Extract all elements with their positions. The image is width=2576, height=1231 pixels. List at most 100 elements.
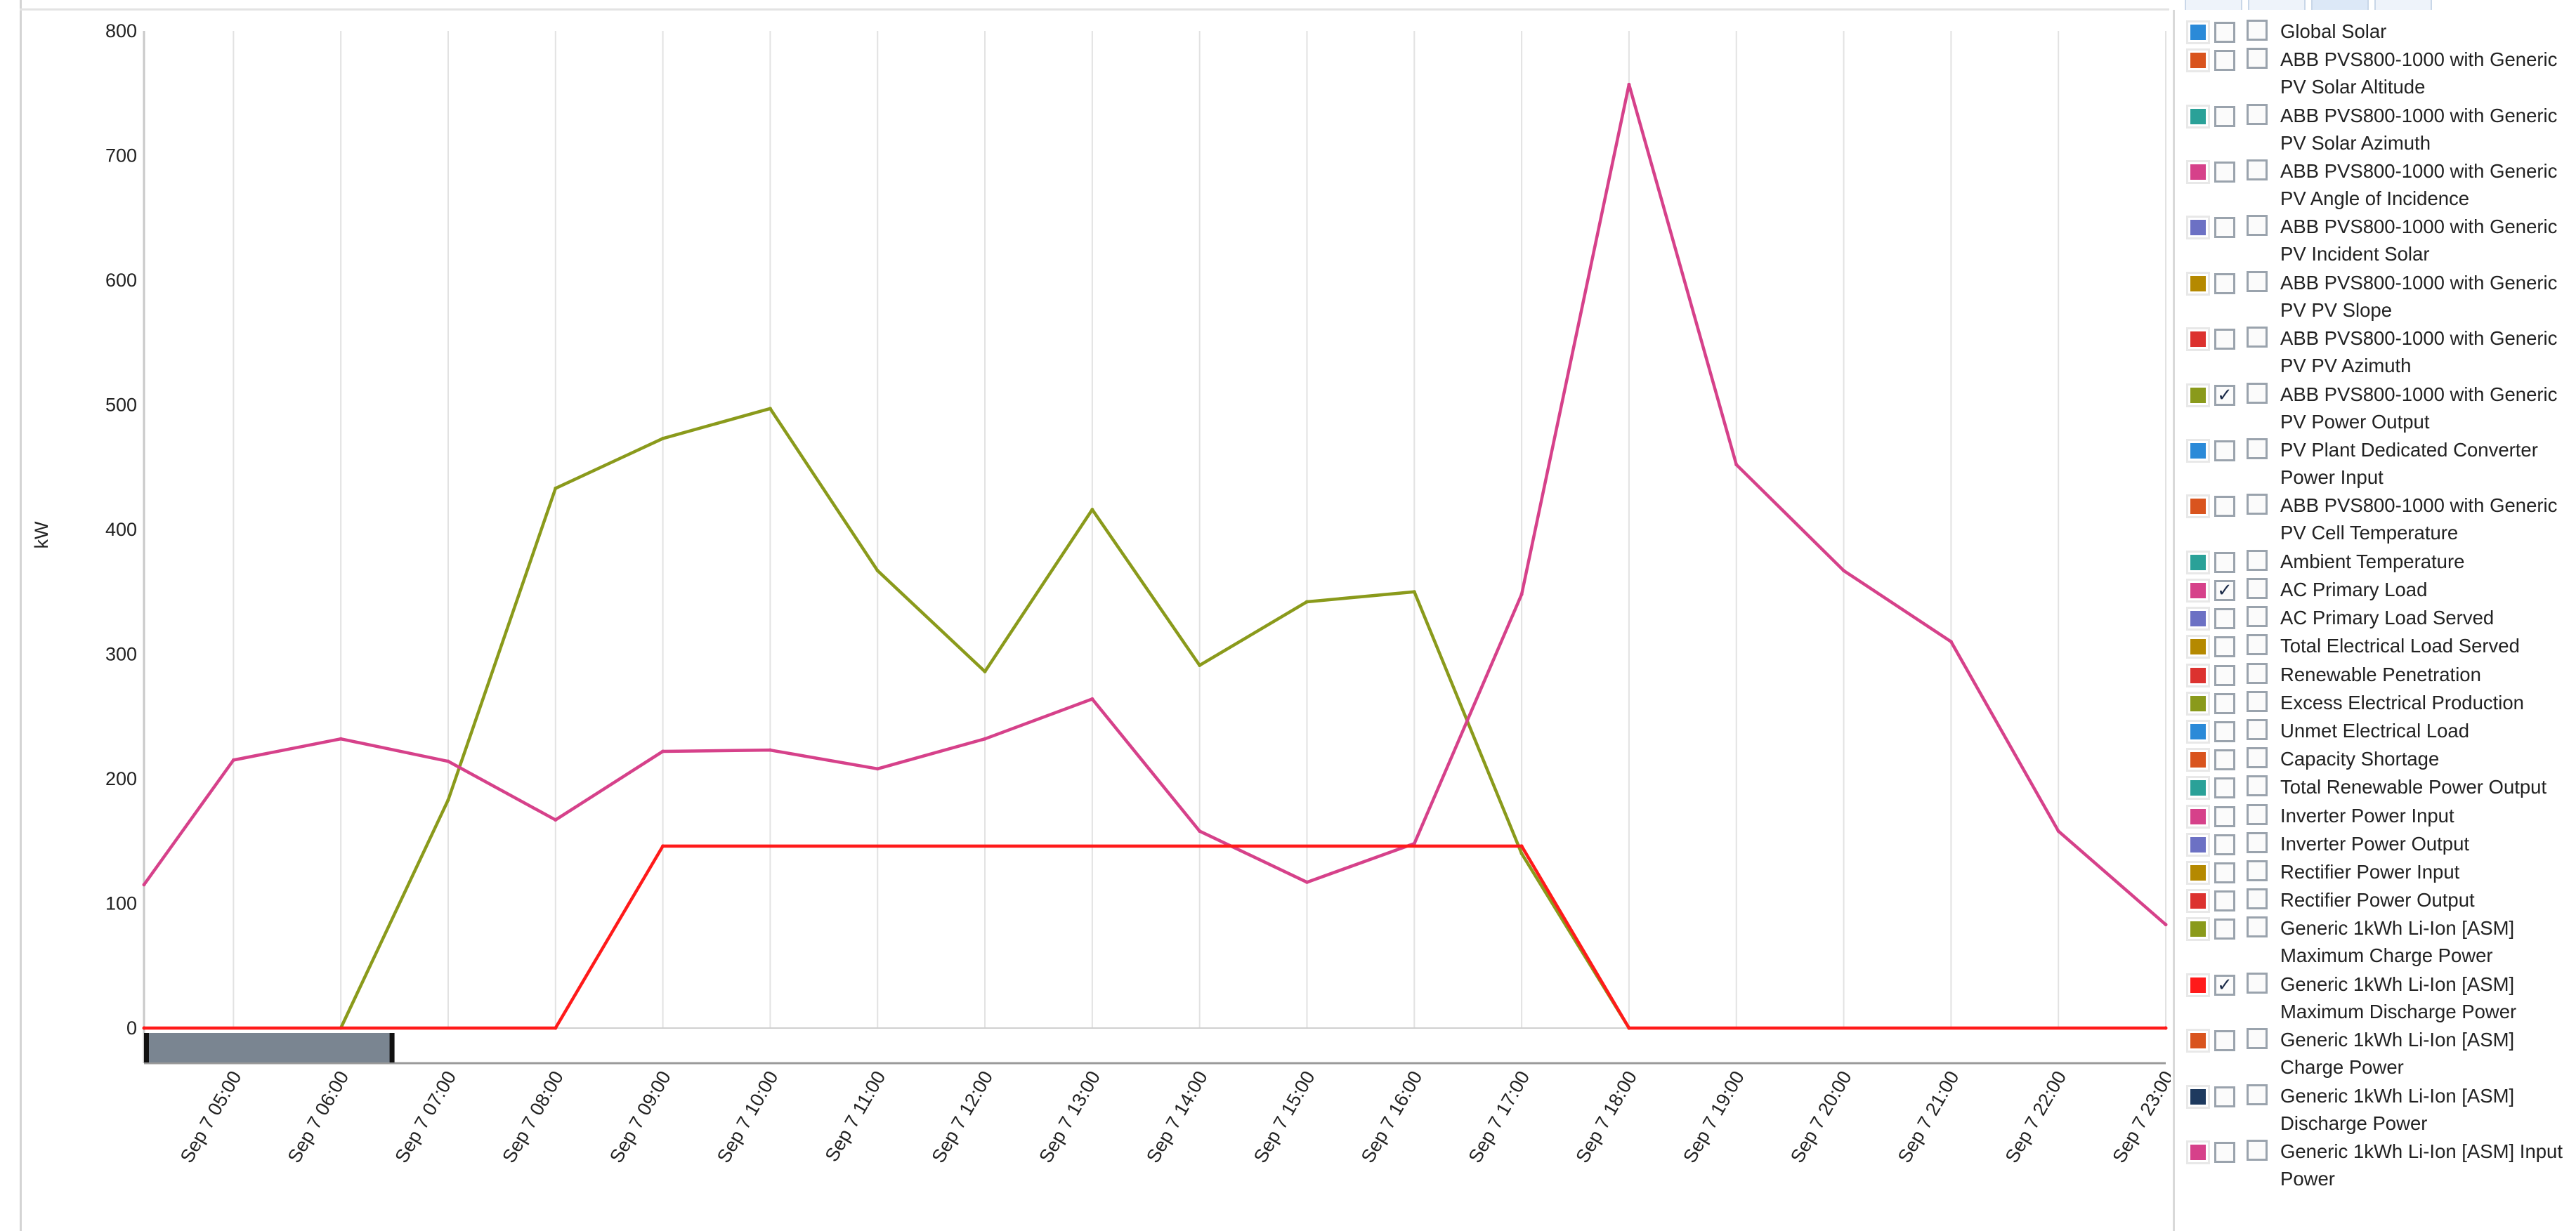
legend-color-swatch[interactable]: [2186, 1029, 2210, 1053]
legend-color-swatch[interactable]: [2186, 832, 2210, 857]
legend-secondary-checkbox[interactable]: [2247, 494, 2268, 515]
legend-show-checkbox[interactable]: [2214, 440, 2235, 461]
legend-secondary-checkbox[interactable]: [2247, 215, 2268, 237]
legend-show-checkbox[interactable]: ✓: [2214, 580, 2235, 601]
legend-show-checkbox[interactable]: [2214, 1030, 2235, 1052]
legend-secondary-checkbox[interactable]: [2247, 438, 2268, 459]
legend-item[interactable]: Total Electrical Load Served: [2178, 634, 2576, 662]
range-slider-handle-left[interactable]: [144, 1033, 149, 1062]
legend-item[interactable]: ABB PVS800-1000 with Generic PV Solar Az…: [2178, 103, 2576, 159]
legend-color-swatch[interactable]: [2186, 776, 2210, 801]
legend-color-swatch[interactable]: [2186, 216, 2210, 240]
legend-color-swatch[interactable]: [2186, 439, 2210, 463]
legend-show-checkbox[interactable]: [2214, 496, 2235, 518]
legend-item[interactable]: ✓ Generic 1kWh Li-Ion [ASM] Maximum Disch…: [2178, 972, 2576, 1028]
legend-secondary-checkbox[interactable]: [2247, 270, 2268, 292]
legend-color-swatch[interactable]: [2186, 720, 2210, 744]
legend-show-checkbox[interactable]: [2214, 551, 2235, 573]
legend-secondary-checkbox[interactable]: [2247, 831, 2268, 853]
legend-item[interactable]: Excess Electrical Production: [2178, 690, 2576, 719]
legend-show-checkbox[interactable]: [2214, 890, 2235, 912]
legend-item[interactable]: AC Primary Load Served: [2178, 606, 2576, 634]
legend-show-checkbox[interactable]: [2214, 272, 2235, 294]
legend-secondary-checkbox[interactable]: [2247, 719, 2268, 740]
legend-item[interactable]: ✓ AC Primary Load: [2178, 578, 2576, 606]
legend-secondary-checkbox[interactable]: [2247, 972, 2268, 994]
legend-color-swatch[interactable]: [2186, 327, 2210, 352]
legend-secondary-checkbox[interactable]: [2247, 1084, 2268, 1105]
legend-secondary-checkbox[interactable]: [2247, 48, 2268, 70]
legend-show-checkbox[interactable]: [2214, 692, 2235, 714]
legend-color-swatch[interactable]: [2186, 48, 2210, 73]
legend-show-checkbox[interactable]: [2214, 664, 2235, 686]
legend-item[interactable]: Generic 1kWh Li-Ion [ASM] Input Power: [2178, 1140, 2576, 1195]
legend-show-checkbox[interactable]: [2214, 919, 2235, 940]
legend-secondary-checkbox[interactable]: [2247, 1140, 2268, 1161]
legend-item[interactable]: Generic 1kWh Li-Ion [ASM] Discharge Powe…: [2178, 1084, 2576, 1140]
legend-color-swatch[interactable]: [2186, 691, 2210, 716]
legend-item[interactable]: ABB PVS800-1000 with Generic PV PV Azimu…: [2178, 327, 2576, 382]
legend-secondary-checkbox[interactable]: [2247, 775, 2268, 797]
legend-show-checkbox[interactable]: [2214, 636, 2235, 658]
range-slider-thumb[interactable]: [144, 1033, 395, 1062]
legend-secondary-checkbox[interactable]: [2247, 662, 2268, 684]
legend-show-checkbox[interactable]: [2214, 22, 2235, 43]
legend-show-checkbox[interactable]: [2214, 749, 2235, 771]
legend-show-checkbox[interactable]: [2214, 217, 2235, 239]
legend-secondary-checkbox[interactable]: [2247, 634, 2268, 656]
legend-item[interactable]: ABB PVS800-1000 with Generic PV Solar Al…: [2178, 48, 2576, 103]
legend-show-checkbox[interactable]: [2214, 1142, 2235, 1163]
legend-show-checkbox[interactable]: [2214, 105, 2235, 127]
legend-color-swatch[interactable]: [2186, 271, 2210, 296]
legend-show-checkbox[interactable]: [2214, 1086, 2235, 1107]
legend-secondary-checkbox[interactable]: [2247, 159, 2268, 180]
legend-secondary-checkbox[interactable]: [2247, 803, 2268, 825]
legend-item[interactable]: ABB PVS800-1000 with Generic PV Angle of…: [2178, 159, 2576, 215]
legend-item[interactable]: Ambient Temperature: [2178, 549, 2576, 578]
legend-item[interactable]: Total Renewable Power Output: [2178, 775, 2576, 803]
legend-show-checkbox[interactable]: [2214, 834, 2235, 855]
legend-item[interactable]: Capacity Shortage: [2178, 747, 2576, 775]
legend-secondary-checkbox[interactable]: [2247, 327, 2268, 348]
legend-color-swatch[interactable]: [2186, 917, 2210, 942]
legend-item[interactable]: Inverter Power Output: [2178, 831, 2576, 860]
legend-secondary-checkbox[interactable]: [2247, 888, 2268, 910]
legend-color-swatch[interactable]: [2186, 383, 2210, 407]
legend-show-checkbox[interactable]: [2214, 50, 2235, 72]
legend-show-checkbox[interactable]: ✓: [2214, 384, 2235, 406]
legend-secondary-checkbox[interactable]: [2247, 549, 2268, 571]
legend-item[interactable]: Rectifier Power Input: [2178, 860, 2576, 888]
legend-color-swatch[interactable]: [2186, 1084, 2210, 1109]
legend-secondary-checkbox[interactable]: [2247, 1028, 2268, 1050]
legend-color-swatch[interactable]: [2186, 494, 2210, 519]
legend-show-checkbox[interactable]: [2214, 162, 2235, 183]
legend-color-swatch[interactable]: [2186, 635, 2210, 659]
legend-item[interactable]: ✓ ABB PVS800-1000 with Generic PV Power O…: [2178, 382, 2576, 438]
legend-item[interactable]: Global Solar: [2178, 20, 2576, 48]
legend-color-swatch[interactable]: [2186, 748, 2210, 772]
legend-color-swatch[interactable]: [2186, 663, 2210, 687]
legend-show-checkbox[interactable]: [2214, 329, 2235, 350]
legend-item[interactable]: ABB PVS800-1000 with Generic PV PV Slope: [2178, 270, 2576, 327]
legend-color-swatch[interactable]: [2186, 579, 2210, 603]
legend-secondary-checkbox[interactable]: [2247, 20, 2268, 41]
legend-color-swatch[interactable]: [2186, 889, 2210, 914]
legend-secondary-checkbox[interactable]: [2247, 916, 2268, 938]
range-slider-handle-right[interactable]: [389, 1033, 395, 1062]
legend-show-checkbox[interactable]: [2214, 862, 2235, 883]
legend-item[interactable]: PV Plant Dedicated Converter Power Input: [2178, 438, 2576, 494]
legend-item[interactable]: Inverter Power Input: [2178, 803, 2576, 832]
legend-item[interactable]: ABB PVS800-1000 with Generic PV Incident…: [2178, 215, 2576, 270]
legend-show-checkbox[interactable]: [2214, 805, 2235, 827]
legend-secondary-checkbox[interactable]: [2247, 578, 2268, 599]
legend-item[interactable]: Renewable Penetration: [2178, 662, 2576, 691]
legend-secondary-checkbox[interactable]: [2247, 382, 2268, 404]
legend-item[interactable]: Unmet Electrical Load: [2178, 719, 2576, 747]
legend-color-swatch[interactable]: [2186, 1140, 2210, 1164]
legend-secondary-checkbox[interactable]: [2247, 690, 2268, 712]
legend-show-checkbox[interactable]: [2214, 721, 2235, 742]
legend-item[interactable]: Generic 1kWh Li-Ion [ASM] Maximum Charge…: [2178, 916, 2576, 972]
legend-show-checkbox[interactable]: ✓: [2214, 974, 2235, 996]
range-slider[interactable]: [144, 1033, 395, 1062]
legend-secondary-checkbox[interactable]: [2247, 860, 2268, 881]
